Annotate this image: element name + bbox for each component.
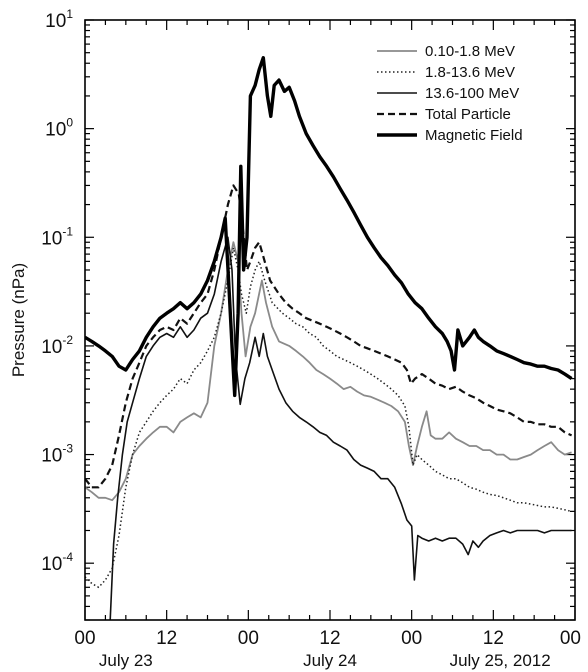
y-tick-label: 100 [45, 116, 73, 141]
series-line-3 [85, 184, 573, 489]
y-tick-label: 10-1 [41, 224, 73, 249]
date-label: July 23 [99, 651, 153, 670]
legend-label-0: 0.10-1.8 MeV [425, 43, 515, 60]
y-tick-exponent: -4 [62, 550, 73, 564]
legend-label-3: Total Particle [425, 106, 511, 123]
y-tick-exponent: -1 [62, 224, 73, 238]
date-label: July 25, 2012 [450, 651, 551, 670]
date-label: July 24 [303, 651, 357, 670]
x-tick-label: 12 [483, 628, 504, 649]
series-layer [85, 56, 573, 620]
plot-frame [84, 19, 576, 621]
y-tick-exponent: -2 [62, 333, 73, 347]
y-tick-label: 10-4 [41, 550, 73, 575]
x-tick-label: 00 [560, 628, 581, 649]
x-tick-label: 12 [319, 628, 340, 649]
series-line-1 [85, 247, 572, 589]
series-line-0 [85, 241, 572, 502]
y-tick-label: 10-2 [41, 333, 73, 358]
x-tick-labels: 00 12 00 12 00 12 00 [74, 628, 581, 649]
y-tick-base: 10 [45, 11, 66, 32]
y-tick-exponent: -3 [62, 442, 73, 456]
x-tick-label: 00 [238, 628, 259, 649]
y-tick-exponent: 1 [66, 7, 73, 21]
series-line-2 [109, 236, 572, 620]
legend-label-2: 13.6-100 MeV [425, 85, 519, 102]
series-line-4 [85, 56, 573, 398]
y-tick-base: 10 [41, 337, 62, 358]
y-axis-label: Pressure (nPa) [9, 263, 28, 377]
axis-ticks [84, 19, 576, 621]
y-tick-base: 10 [41, 228, 62, 249]
date-labels: July 23 July 24 July 25, 2012 [99, 651, 551, 670]
x-tick-label: 00 [74, 628, 95, 649]
legend-label-1: 1.8-13.6 MeV [425, 64, 515, 81]
y-tick-label: 101 [45, 7, 73, 32]
y-tick-base: 10 [45, 120, 66, 141]
x-tick-label: 12 [156, 628, 177, 649]
legend-label-4: Magnetic Field [425, 127, 523, 144]
y-tick-label: 10-3 [41, 442, 73, 467]
y-tick-exponent: 0 [66, 116, 73, 130]
legend: 0.10-1.8 MeV 1.8-13.6 MeV 13.6-100 MeV Tota… [377, 43, 523, 144]
y-tick-base: 10 [41, 446, 62, 467]
x-tick-label: 00 [401, 628, 422, 649]
y-tick-base: 10 [41, 554, 62, 575]
